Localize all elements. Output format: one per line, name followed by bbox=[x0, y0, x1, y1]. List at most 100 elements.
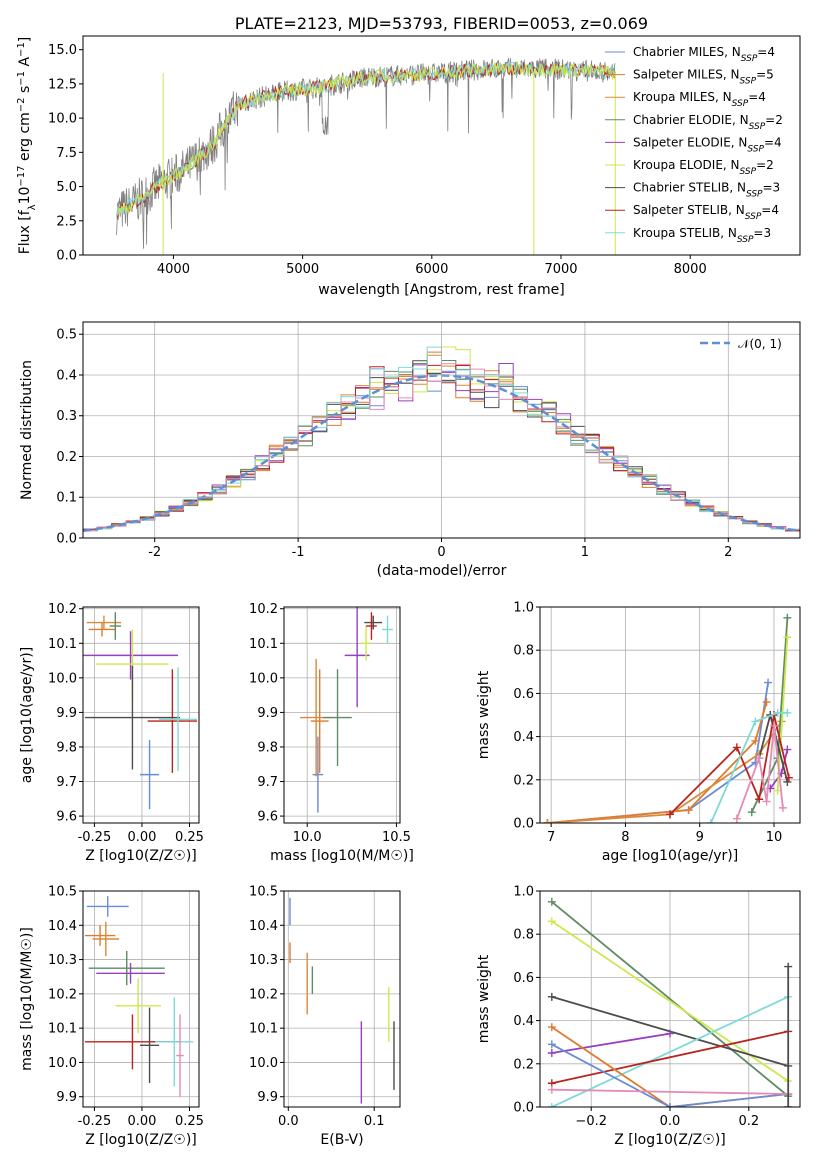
y-axis-label-part: erg cm bbox=[17, 112, 33, 165]
x-tick-label: 0.1 bbox=[364, 1114, 385, 1129]
legend-text-tail: =3 bbox=[763, 181, 781, 195]
weight-marker bbox=[547, 917, 556, 926]
weight-marker bbox=[783, 777, 792, 786]
x-axis-label: age [log10(age/yr)] bbox=[602, 848, 738, 864]
y-tick-label: 10.0 bbox=[249, 671, 278, 686]
observed-spectrum bbox=[116, 57, 616, 249]
panel-mass_vs_EBV: 0.0 0.1 9.9 10.0 10.1 10.2 10.3 10.4 10.5 E(B-V) bbox=[249, 885, 401, 1148]
legend-text: Kroupa ELODIE, N bbox=[633, 158, 740, 172]
axes-frame bbox=[539, 606, 801, 824]
y-axis-label: age [log10(age/yr)] bbox=[19, 647, 35, 783]
y-tick-label: 0.0 bbox=[56, 532, 77, 547]
weight-marker bbox=[666, 810, 674, 819]
weight-marker bbox=[755, 795, 764, 804]
y-tick-label: 0.6 bbox=[513, 971, 534, 986]
weight-marker bbox=[762, 698, 771, 707]
weight-line-1 bbox=[547, 701, 768, 823]
y-tick-label: 10.0 bbox=[48, 671, 77, 686]
legend-text: Chabrier ELODIE, N bbox=[633, 113, 749, 127]
legend-text: Salpeter MILES, N bbox=[633, 68, 740, 82]
x-tick-label: −0.2 bbox=[575, 1114, 607, 1129]
legend-text-tail: =2 bbox=[756, 158, 774, 172]
x-tick-label: 0 bbox=[437, 545, 445, 560]
weight-marker bbox=[778, 803, 787, 812]
y-tick-label: 0.4 bbox=[513, 1014, 534, 1029]
weight-marker bbox=[783, 633, 792, 642]
y-tick-label: 0.3 bbox=[56, 409, 77, 424]
x-tick-label: 7000 bbox=[544, 262, 577, 277]
weight-marker bbox=[770, 721, 778, 730]
x-tick-label: 6000 bbox=[415, 262, 448, 277]
weight-marker bbox=[784, 773, 793, 782]
y-tick-label: 9.7 bbox=[257, 775, 278, 790]
plot-area bbox=[83, 612, 198, 810]
legend-subscript: SSP bbox=[741, 54, 758, 64]
y-axis-label-part: s bbox=[17, 86, 33, 98]
y-tick-label: 1.0 bbox=[513, 601, 534, 616]
y-axis-label-part: −1 bbox=[16, 42, 27, 57]
y-axis-label-part: ] bbox=[17, 37, 33, 42]
axes-frame bbox=[82, 890, 200, 1108]
weight-marker bbox=[684, 806, 693, 815]
legend-entry: Salpeter STELIB, NSSP=4 bbox=[633, 203, 779, 222]
weight-line-8 bbox=[551, 1088, 789, 1095]
weight-marker bbox=[751, 736, 760, 745]
legend-text-tail: =4 bbox=[761, 203, 779, 217]
legend-subscript: SSP bbox=[737, 235, 754, 245]
x-axis-label: Z [log10(Z/Z☉)] bbox=[85, 848, 197, 864]
panel-mass_vs_Z: -0.25 0.00 0.25 9.9 10.0 10.1 10.2 10.3 10.4 10.5… bbox=[19, 885, 204, 1149]
x-tick-label: 10 bbox=[766, 830, 783, 845]
weight-line-5 bbox=[776, 637, 789, 791]
legend-subscript: SSP bbox=[745, 212, 762, 222]
y-axis-label-part: Flux [f bbox=[17, 209, 33, 254]
weight-marker bbox=[783, 708, 792, 717]
y-tick-label: 10.3 bbox=[249, 953, 278, 968]
legend-entry: Chabrier MILES, NSSP=4 bbox=[633, 45, 775, 64]
y-tick-label: 10.1 bbox=[48, 1022, 77, 1037]
y-tick-label: 0.0 bbox=[513, 1101, 534, 1116]
x-tick-label: 5000 bbox=[286, 262, 319, 277]
legend-entry: Salpeter MILES, NSSP=5 bbox=[633, 68, 774, 87]
weight-marker bbox=[783, 745, 792, 754]
y-tick-label: 10.0 bbox=[48, 112, 77, 127]
y-tick-label: 9.6 bbox=[257, 810, 278, 825]
axes-frame bbox=[82, 606, 200, 824]
legend-subscript: SSP bbox=[747, 144, 764, 154]
x-axis-label: Z [log10(Z/Z☉)] bbox=[85, 1132, 197, 1148]
legend-text-tail: =4 bbox=[764, 135, 782, 149]
legend-text-tail: =4 bbox=[748, 90, 766, 104]
weight-line-8 bbox=[710, 711, 788, 823]
weight-marker bbox=[732, 743, 741, 752]
y-tick-label: 12.5 bbox=[48, 77, 77, 92]
x-tick-label: 0.0 bbox=[278, 1114, 299, 1129]
x-tick-label: 7 bbox=[547, 830, 555, 845]
legend-subscript: SSP bbox=[740, 167, 757, 177]
legend-entry: Kroupa MILES, NSSP=4 bbox=[633, 90, 766, 109]
x-tick-label: 0.2 bbox=[738, 1114, 759, 1129]
weight-marker bbox=[784, 962, 793, 971]
weight-line-0 bbox=[551, 901, 789, 1097]
x-tick-label: 0.00 bbox=[127, 830, 156, 845]
panel-age_vs_mass: 10.0 10.5 9.6 9.7 9.8 9.9 10.0 10.1 10.2 mass [lo… bbox=[249, 602, 414, 864]
weight-marker bbox=[751, 717, 760, 726]
weight-marker bbox=[666, 1029, 674, 1038]
y-tick-label: 1.0 bbox=[513, 885, 534, 900]
plot-area bbox=[84, 896, 194, 1097]
weight-line-0 bbox=[547, 682, 769, 823]
axes-frame bbox=[82, 35, 801, 256]
weight-marker bbox=[547, 1049, 556, 1057]
chart-title: PLATE=2123, MJD=53793, FIBERID=0053, z=0… bbox=[235, 14, 648, 33]
y-tick-label: 9.7 bbox=[56, 775, 77, 790]
y-tick-label: 9.9 bbox=[56, 706, 77, 721]
x-axis-label: Z [log10(Z/Z☉)] bbox=[614, 1132, 726, 1148]
y-tick-label: 10.2 bbox=[249, 602, 278, 617]
y-tick-label: 9.9 bbox=[257, 706, 278, 721]
x-tick-label: -0.25 bbox=[78, 1114, 112, 1129]
y-tick-label: 9.8 bbox=[257, 740, 278, 755]
axes-frame bbox=[82, 321, 801, 539]
plot-area bbox=[547, 897, 793, 1107]
y-tick-label: 10.4 bbox=[249, 919, 278, 934]
panel-residuals: -2 -1 0 1 2 0.0 0.1 0.2 0.3 0.4 0.5 (data-model)/er… bbox=[19, 321, 801, 579]
y-tick-label: 0.0 bbox=[56, 249, 77, 264]
legend-subscript: SSP bbox=[740, 77, 757, 87]
